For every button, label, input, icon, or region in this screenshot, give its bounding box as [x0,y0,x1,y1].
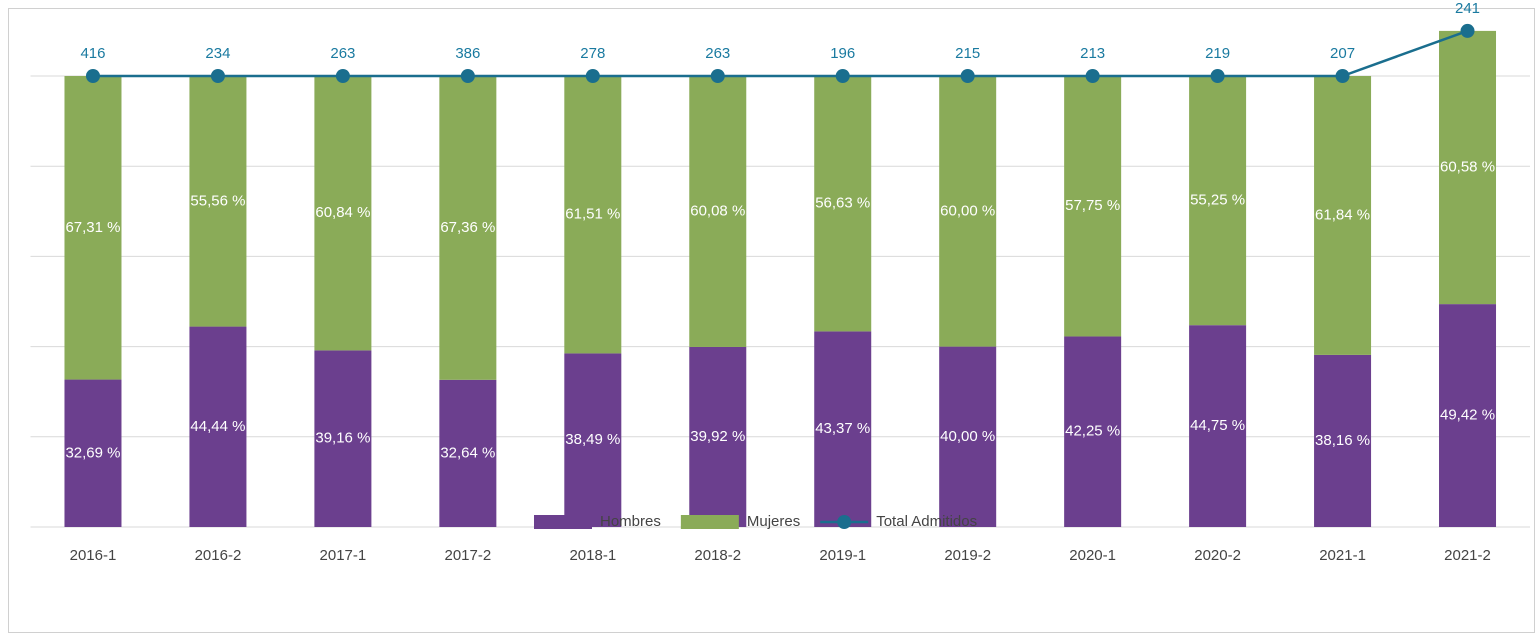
data-label: 386 [455,45,480,62]
bar-segment [564,353,622,527]
data-label: 61,51 % [565,206,620,223]
bar-segment [1189,76,1247,326]
data-label: 263 [705,45,730,62]
data-label: 207 [1330,45,1355,62]
line-point [1335,69,1350,83]
x-tick-label: 2018-2 [694,547,741,564]
data-label: 241 [1455,0,1480,17]
line-point [335,69,350,83]
data-label: 60,84 % [315,204,370,221]
data-label: 278 [580,45,605,62]
data-label: 39,92 % [690,428,745,445]
data-label: 44,44 % [190,418,245,435]
data-label: 60,00 % [940,202,995,219]
line-point [585,69,600,83]
data-label: 67,31 % [65,219,120,236]
data-label: 57,75 % [1065,197,1120,214]
data-label: 213 [1080,45,1105,62]
x-tick-label: 2016-1 [70,547,117,564]
legend-swatch [680,515,739,529]
data-label: 234 [205,45,230,62]
data-label: 67,36 % [440,219,495,236]
data-label: 32,64 % [440,444,495,461]
data-label: 219 [1205,45,1230,62]
data-label: 38,49 % [565,431,620,448]
x-tick-label: 2017-2 [444,547,491,564]
bar-segment [439,76,497,380]
data-label: 61,84 % [1315,206,1370,223]
bar-segment [1064,336,1122,527]
line-point [1085,69,1100,83]
bar-segment [1439,30,1497,305]
bar-segment [1064,76,1122,337]
bar-segment [1189,325,1247,527]
legend-swatch [534,515,592,529]
bar-segment [564,76,622,354]
bar-segment [1314,354,1372,527]
line-point [835,69,850,83]
data-label: 44,75 % [1190,417,1245,434]
bar-segment [814,76,872,332]
x-tick-label: 2019-2 [944,547,991,564]
data-label: 60,58 % [1440,158,1495,175]
legend-marker [837,515,852,529]
data-label: 263 [330,45,355,62]
data-label: 40,00 % [940,428,995,445]
bar-segment [689,346,747,527]
data-label: 39,16 % [315,430,370,447]
bar-segment [689,76,747,347]
data-label: 55,25 % [1190,192,1245,209]
legend-label: Mujeres [747,513,800,530]
bar-segment [64,76,122,380]
bar-segment [189,326,247,527]
bar-segment [939,346,997,527]
chart-border [8,8,1535,633]
bar-segment [314,350,372,527]
line [92,29,1468,78]
legend-label: Total Admitidos [876,513,977,530]
bar-segment [314,76,372,351]
x-tick-label: 2016-2 [195,547,242,564]
x-tick-label: 2020-1 [1069,547,1116,564]
bar-segment [1314,76,1372,355]
data-label: 416 [80,45,105,62]
line-point [460,69,475,83]
data-label: 55,56 % [190,192,245,209]
data-label: 43,37 % [815,420,870,437]
data-label: 60,08 % [690,202,745,219]
data-label: 196 [830,45,855,62]
line-point [960,69,975,83]
data-label: 56,63 % [815,195,870,212]
bar-segment [939,76,997,347]
line-point [85,69,100,83]
bar-segment [814,331,872,527]
line-point [1460,23,1475,38]
data-label: 49,42 % [1440,407,1495,424]
bar-segment [439,379,497,527]
legend-label: Hombres [600,513,661,530]
data-label: 38,16 % [1315,432,1370,449]
bar-segment [64,379,122,527]
x-tick-label: 2020-2 [1194,547,1241,564]
data-label: 215 [955,45,980,62]
bar-segment [189,76,247,327]
x-tick-label: 2017-1 [320,547,367,564]
x-tick-label: 2021-1 [1319,547,1366,564]
x-tick-label: 2018-1 [569,547,616,564]
data-label: 32,69 % [65,444,120,461]
line-point [210,69,225,83]
x-tick-label: 2021-2 [1444,547,1491,564]
line-point [710,69,725,83]
line-point [1210,69,1225,83]
bar-segment [1439,304,1497,527]
x-tick-label: 2019-1 [819,547,866,564]
data-label: 42,25 % [1065,423,1120,440]
